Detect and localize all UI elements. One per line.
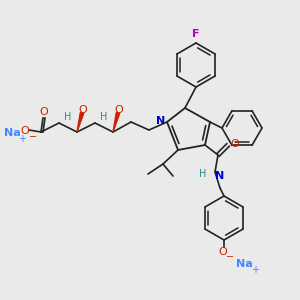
Text: H: H (199, 169, 207, 179)
Text: −: − (29, 132, 37, 142)
Text: H: H (100, 112, 108, 122)
Text: O: O (40, 107, 48, 117)
Text: Na: Na (236, 259, 252, 269)
Text: N: N (156, 116, 166, 126)
Text: H: H (64, 112, 72, 122)
Text: O: O (219, 247, 227, 257)
Text: −: − (226, 252, 234, 262)
Text: F: F (192, 29, 200, 39)
Polygon shape (77, 112, 84, 132)
Text: O: O (231, 139, 239, 149)
Text: O: O (115, 105, 123, 115)
Text: +: + (251, 265, 259, 275)
Text: O: O (21, 126, 29, 136)
Text: O: O (79, 105, 87, 115)
Text: +: + (18, 134, 26, 144)
Text: N: N (215, 171, 225, 181)
Polygon shape (113, 112, 120, 132)
Text: Na: Na (4, 128, 20, 138)
